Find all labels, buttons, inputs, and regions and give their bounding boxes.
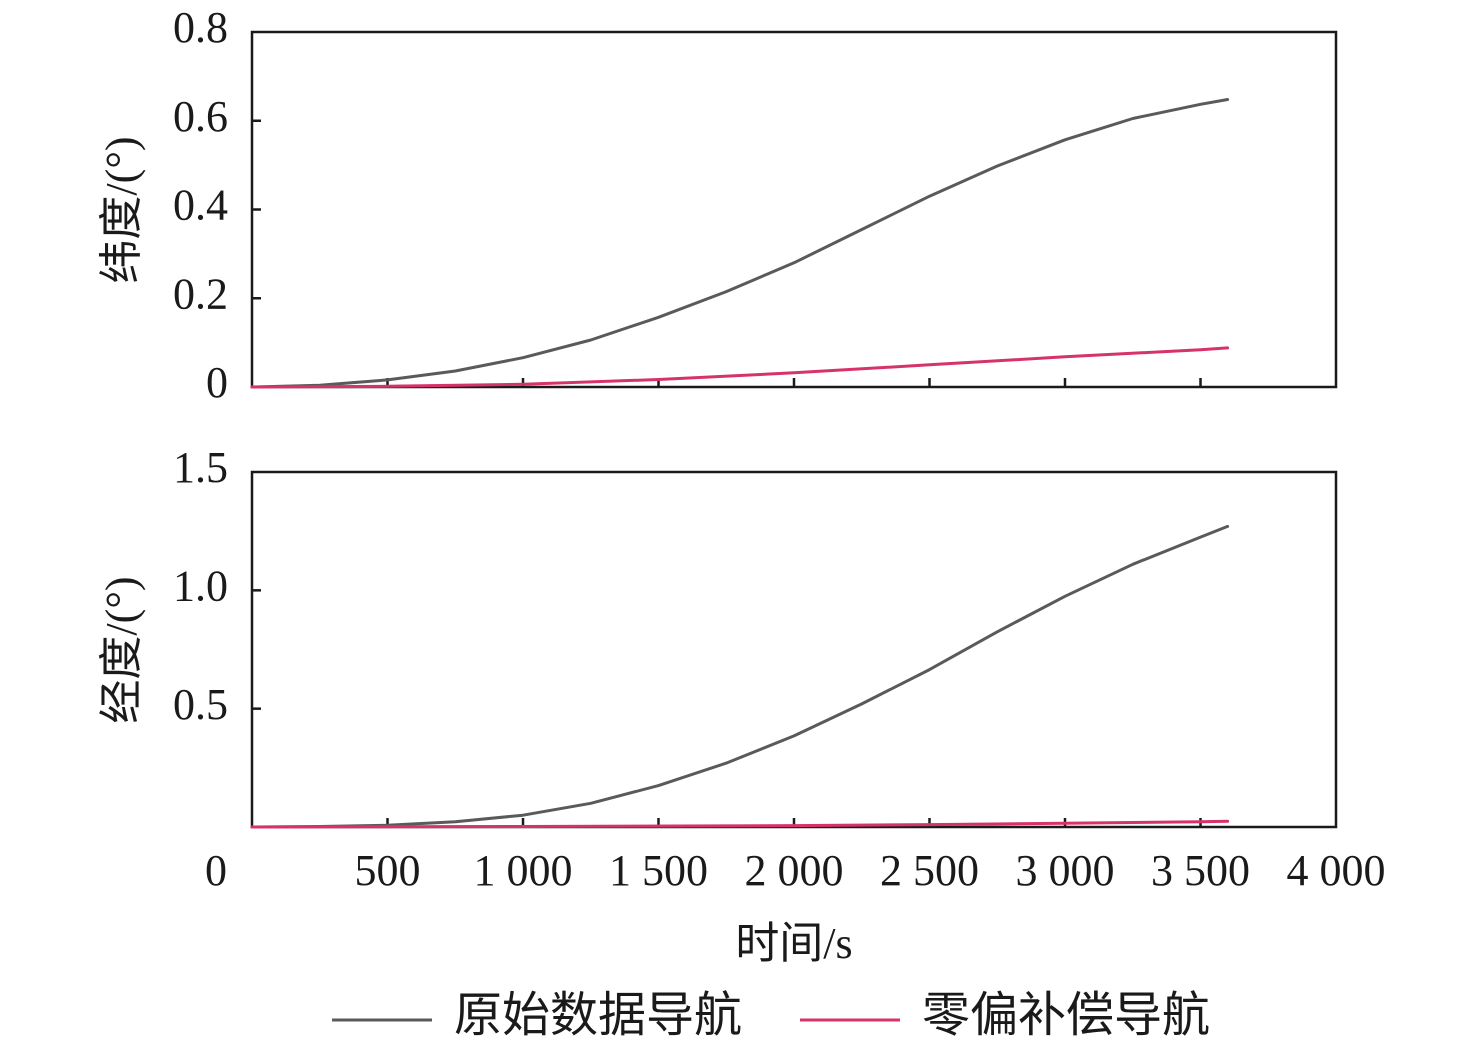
latitude-axis-title: 纬度/(°)	[97, 136, 146, 283]
longitude-x-tick-label-0: 0	[205, 846, 227, 895]
longitude-series-line-bias-compensated-navigation	[250, 819, 1230, 829]
latitude-panel: 0 0.2 0.4 0.6 0.8 纬度/(°)	[97, 3, 1338, 407]
longitude-x-tick-label-3: 1 500	[609, 846, 708, 895]
latitude-series	[250, 98, 1230, 389]
latitude-series-line-bias-compensated-navigation	[250, 346, 1230, 389]
longitude-y-tick-label-1: 1.0	[173, 561, 228, 610]
latitude-series-line-raw-navigation	[250, 98, 1230, 389]
legend: 原始数据导航 零偏补偿导航	[332, 989, 1210, 1042]
latitude-y-tick-label-3: 0.6	[173, 92, 228, 141]
longitude-x-ticks: 0 500 1 000 1 500 2 000 2 500 3 000 3 500 4 000	[205, 818, 1386, 895]
longitude-x-tick-label-5: 2 500	[880, 846, 979, 895]
latitude-y-ticks: 0 0.2 0.4 0.6 0.8	[173, 3, 261, 407]
longitude-x-tick-label-4: 2 000	[745, 846, 844, 895]
latitude-plot-frame	[250, 30, 1338, 389]
longitude-y-tick-label-2: 1.5	[173, 443, 228, 492]
latitude-y-tick-label-2: 0.4	[173, 181, 228, 230]
longitude-y-ticks: 0.5 1.0 1.5	[173, 443, 261, 729]
longitude-x-tick-label-8: 4 000	[1287, 846, 1386, 895]
longitude-x-tick-label-1: 500	[355, 846, 421, 895]
longitude-plot-frame	[250, 470, 1338, 829]
latitude-y-tick-label-0: 0	[206, 358, 228, 407]
latitude-y-tick-label-1: 0.2	[173, 269, 228, 318]
longitude-x-tick-label-6: 3 000	[1016, 846, 1115, 895]
longitude-x-tick-label-2: 1 000	[474, 846, 573, 895]
longitude-series	[250, 524, 1230, 829]
longitude-y-tick-label-0: 0.5	[173, 680, 228, 729]
latitude-y-tick-label-4: 0.8	[173, 3, 228, 52]
longitude-axis-title: 经度/(°)	[97, 576, 146, 723]
longitude-x-tick-label-7: 3 500	[1151, 846, 1250, 895]
longitude-series-line-raw-navigation	[250, 524, 1230, 829]
longitude-panel: 0 500 1 000 1 500 2 000 2 500 3 000 3 500 4 000 …	[97, 443, 1385, 968]
legend-label-raw-navigation: 原始数据导航	[454, 989, 742, 1042]
legend-label-bias-compensated-navigation: 零偏补偿导航	[922, 989, 1210, 1042]
time-axis-title: 时间/s	[735, 919, 852, 968]
